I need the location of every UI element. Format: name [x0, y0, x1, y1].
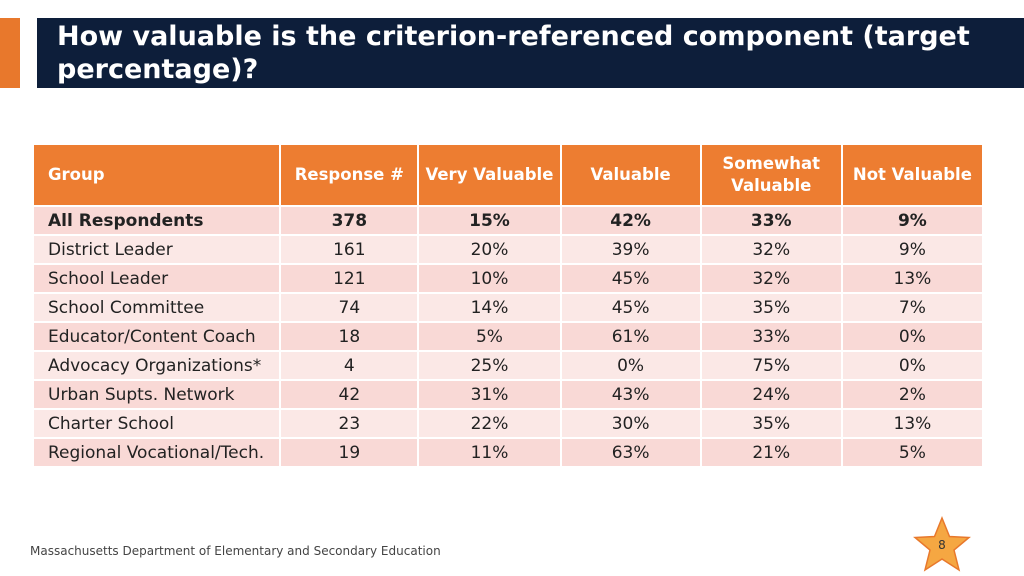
cell-response-count: 42 [281, 381, 418, 408]
cell-response-count: 378 [281, 207, 418, 234]
table-row: Urban Supts. Network 42 31% 43% 24% 2% [34, 381, 982, 408]
cell-response-count: 4 [281, 352, 418, 379]
cell-group: School Committee [34, 294, 280, 321]
header-somewhat-valuable: Somewhat Valuable [701, 145, 841, 205]
cell-valuable: 63% [561, 439, 700, 466]
cell-response-count: 19 [281, 439, 418, 466]
cell-valuable: 43% [561, 381, 700, 408]
cell-very-valuable: 31% [419, 381, 560, 408]
cell-group: School Leader [34, 265, 280, 292]
cell-not-valuable: 9% [842, 236, 982, 263]
cell-group: Advocacy Organizations* [34, 352, 280, 379]
table-row: Charter School 23 22% 30% 35% 13% [34, 410, 982, 437]
cell-group: Urban Supts. Network [34, 381, 280, 408]
cell-somewhat-valuable: 24% [701, 381, 841, 408]
cell-response-count: 161 [281, 236, 418, 263]
cell-group: Regional Vocational/Tech. [34, 439, 280, 466]
cell-not-valuable: 0% [842, 352, 982, 379]
cell-group: Educator/Content Coach [34, 323, 280, 350]
cell-very-valuable: 14% [419, 294, 560, 321]
slide-title: How valuable is the criterion-referenced… [57, 21, 970, 85]
cell-valuable: 39% [561, 236, 700, 263]
cell-valuable: 0% [561, 352, 700, 379]
page-number: 8 [938, 538, 946, 552]
header-not-valuable: Not Valuable [842, 145, 982, 205]
cell-valuable: 45% [561, 265, 700, 292]
survey-results-table: Group Response # Very Valuable Valuable … [32, 143, 984, 468]
table-row: District Leader 161 20% 39% 32% 9% [34, 236, 982, 263]
cell-valuable: 42% [561, 207, 700, 234]
cell-somewhat-valuable: 32% [701, 236, 841, 263]
table-row: School Leader 121 10% 45% 32% 13% [34, 265, 982, 292]
cell-group: Charter School [34, 410, 280, 437]
cell-very-valuable: 15% [419, 207, 560, 234]
cell-not-valuable: 7% [842, 294, 982, 321]
cell-very-valuable: 5% [419, 323, 560, 350]
cell-group: District Leader [34, 236, 280, 263]
cell-somewhat-valuable: 35% [701, 410, 841, 437]
cell-somewhat-valuable: 33% [701, 323, 841, 350]
cell-not-valuable: 13% [842, 265, 982, 292]
cell-valuable: 45% [561, 294, 700, 321]
table-row: Advocacy Organizations* 4 25% 0% 75% 0% [34, 352, 982, 379]
table-row: Regional Vocational/Tech. 19 11% 63% 21% 5% [34, 439, 982, 466]
table-row: School Committee 74 14% 45% 35% 7% [34, 294, 982, 321]
cell-somewhat-valuable: 32% [701, 265, 841, 292]
cell-not-valuable: 2% [842, 381, 982, 408]
cell-not-valuable: 0% [842, 323, 982, 350]
title-banner: How valuable is the criterion-referenced… [37, 18, 1024, 88]
star-icon [913, 516, 971, 572]
cell-not-valuable: 5% [842, 439, 982, 466]
table-row: Educator/Content Coach 18 5% 61% 33% 0% [34, 323, 982, 350]
table-row: All Respondents 378 15% 42% 33% 9% [34, 207, 982, 234]
cell-somewhat-valuable: 33% [701, 207, 841, 234]
cell-response-count: 74 [281, 294, 418, 321]
cell-very-valuable: 10% [419, 265, 560, 292]
cell-response-count: 121 [281, 265, 418, 292]
cell-valuable: 61% [561, 323, 700, 350]
table-body: All Respondents 378 15% 42% 33% 9% District Le… [34, 207, 982, 466]
cell-valuable: 30% [561, 410, 700, 437]
cell-very-valuable: 22% [419, 410, 560, 437]
header-very-valuable: Very Valuable [419, 145, 560, 205]
cell-very-valuable: 20% [419, 236, 560, 263]
cell-very-valuable: 11% [419, 439, 560, 466]
header-response-count: Response # [281, 145, 418, 205]
cell-not-valuable: 9% [842, 207, 982, 234]
header-group: Group [34, 145, 280, 205]
cell-group: All Respondents [34, 207, 280, 234]
cell-response-count: 18 [281, 323, 418, 350]
cell-somewhat-valuable: 21% [701, 439, 841, 466]
table-header-row: Group Response # Very Valuable Valuable … [34, 145, 982, 205]
footer-organization: Massachusetts Department of Elementary a… [30, 544, 441, 558]
cell-very-valuable: 25% [419, 352, 560, 379]
cell-not-valuable: 13% [842, 410, 982, 437]
cell-somewhat-valuable: 75% [701, 352, 841, 379]
header-valuable: Valuable [561, 145, 700, 205]
cell-response-count: 23 [281, 410, 418, 437]
title-accent-bar [0, 18, 20, 88]
cell-somewhat-valuable: 35% [701, 294, 841, 321]
